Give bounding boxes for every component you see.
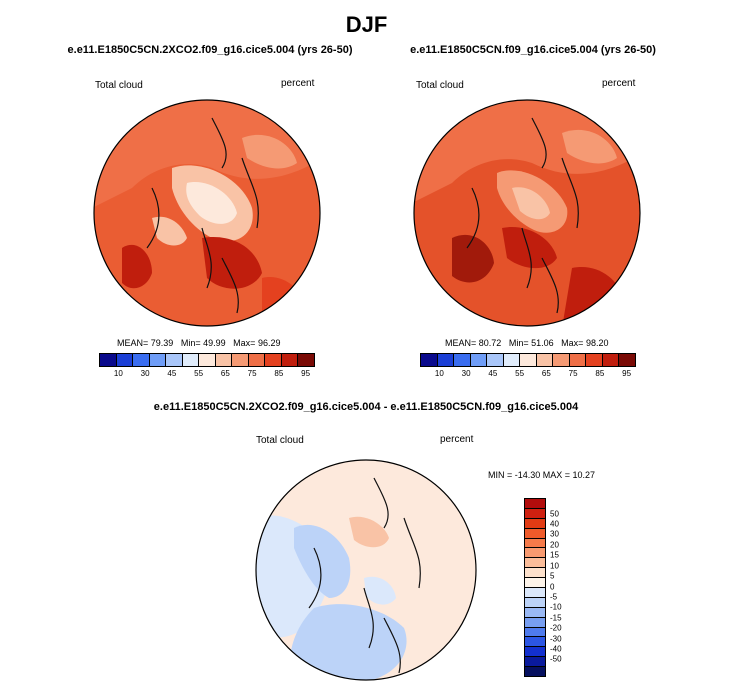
- colorbar-swatch: [503, 354, 521, 366]
- colorbar-tick-label: 5: [550, 571, 555, 581]
- panel3-units-label: percent: [440, 434, 474, 445]
- colorbar-tick-label: 55: [194, 369, 204, 378]
- colorbar-tick-label: -20: [550, 623, 562, 633]
- colorbar-swatch: [525, 627, 545, 638]
- colorbar-tick-label: 45: [167, 369, 177, 378]
- panel3-colorbar-ticks: 50 40 30 20 15 10 5 0 -5 -10 -15 -20 -30 -40 -50: [550, 498, 580, 675]
- colorbar-swatch: [525, 518, 545, 529]
- colorbar-swatch: [215, 354, 233, 366]
- colorbar-swatch: [149, 354, 167, 366]
- panel2-variable-label: Total cloud: [416, 80, 464, 91]
- colorbar-tick-label: 20: [550, 540, 559, 550]
- panel3-title: e.e11.E1850C5CN.2XCO2.f09_g16.cice5.004 …: [153, 401, 579, 413]
- panel2-polar-map: [413, 99, 641, 327]
- colorbar-tick-label: 10: [434, 369, 444, 378]
- colorbar-swatch: [470, 354, 488, 366]
- colorbar-swatch: [586, 354, 603, 366]
- colorbar-swatch: [525, 499, 545, 509]
- colorbar-tick-label: 45: [488, 369, 498, 378]
- colorbar-tick-label: -10: [550, 602, 562, 612]
- colorbar-tick-label: 40: [550, 519, 559, 529]
- colorbar-swatch: [525, 578, 545, 589]
- colorbar-tick-label: -30: [550, 634, 562, 644]
- panel2-colorbar: [420, 353, 636, 367]
- colorbar-swatch: [525, 538, 545, 549]
- colorbar-swatch: [487, 354, 504, 366]
- colorbar-swatch: [133, 354, 150, 366]
- panel1-title: e.e11.E1850C5CN.2XCO2.f09_g16.cice5.004 …: [67, 44, 353, 56]
- panel1-units-label: percent: [281, 78, 315, 89]
- colorbar-swatch: [525, 588, 545, 598]
- colorbar-tick-label: 30: [550, 529, 559, 539]
- panel1-stats: MEAN= 79.39 Min= 49.99 Max= 96.29: [117, 338, 281, 348]
- colorbar-swatch: [525, 647, 545, 658]
- colorbar-tick-label: 55: [515, 369, 525, 378]
- colorbar-swatch: [421, 354, 438, 366]
- page-title: DJF: [345, 12, 388, 37]
- panel1-colorbar: [99, 353, 315, 367]
- colorbar-swatch: [100, 354, 117, 366]
- panel2-title: e.e11.E1850C5CN.f09_g16.cice5.004 (yrs 2…: [410, 44, 656, 56]
- colorbar-swatch: [116, 354, 134, 366]
- colorbar-tick-label: 95: [622, 369, 632, 378]
- colorbar-swatch: [199, 354, 216, 366]
- colorbar-swatch: [553, 354, 570, 366]
- colorbar-swatch: [536, 354, 554, 366]
- colorbar-tick-label: 0: [550, 582, 555, 591]
- colorbar-swatch: [281, 354, 299, 366]
- colorbar-swatch: [525, 617, 545, 628]
- panel1-polar-map: [93, 99, 321, 327]
- colorbar-swatch: [569, 354, 587, 366]
- colorbar-swatch: [182, 354, 200, 366]
- colorbar-swatch: [525, 568, 545, 579]
- panel3-stats: MIN = -14.30 MAX = 10.27: [488, 470, 596, 480]
- colorbar-swatch: [525, 558, 545, 569]
- colorbar-swatch: [525, 528, 545, 539]
- colorbar-tick-label: 50: [550, 509, 559, 519]
- panel3-polar-map: [255, 459, 477, 681]
- colorbar-tick-label: 85: [595, 369, 605, 378]
- colorbar-tick-label: 15: [550, 550, 559, 560]
- colorbar-swatch: [166, 354, 183, 366]
- panel2-stats: MEAN= 80.72 Min= 51.06 Max= 98.20: [445, 338, 609, 348]
- colorbar-tick-label: 10: [550, 561, 559, 571]
- colorbar-swatch: [525, 508, 545, 519]
- colorbar-swatch: [232, 354, 249, 366]
- colorbar-swatch: [520, 354, 537, 366]
- colorbar-swatch: [525, 597, 545, 608]
- colorbar-tick-label: -40: [550, 644, 562, 654]
- panel1-variable-label: Total cloud: [95, 80, 143, 91]
- colorbar-tick-label: 30: [140, 369, 150, 378]
- colorbar-swatch: [437, 354, 455, 366]
- colorbar-swatch: [298, 354, 314, 366]
- panel2-colorbar-ticks: 10 30 45 55 65 75 85 95: [420, 369, 634, 381]
- colorbar-tick-label: 65: [541, 369, 551, 378]
- colorbar-swatch: [525, 548, 545, 559]
- colorbar-tick-label: 75: [247, 369, 257, 378]
- colorbar-swatch: [619, 354, 635, 366]
- panel3-colorbar: [524, 498, 546, 677]
- colorbar-swatch: [525, 607, 545, 618]
- panel1-colorbar-ticks: 10 30 45 55 65 75 85 95: [99, 369, 313, 381]
- panel3-variable-label: Total cloud: [256, 435, 304, 446]
- colorbar-tick-label: -50: [550, 654, 562, 664]
- colorbar-swatch: [525, 637, 545, 648]
- colorbar-swatch: [454, 354, 471, 366]
- colorbar-tick-label: -5: [550, 592, 558, 602]
- colorbar-tick-label: 10: [113, 369, 123, 378]
- colorbar-tick-label: 75: [568, 369, 578, 378]
- colorbar-tick-label: 65: [220, 369, 230, 378]
- colorbar-swatch: [525, 657, 545, 668]
- colorbar-swatch: [265, 354, 282, 366]
- colorbar-tick-label: -15: [550, 613, 562, 623]
- colorbar-swatch: [248, 354, 266, 366]
- colorbar-tick-label: 30: [461, 369, 471, 378]
- colorbar-swatch: [602, 354, 620, 366]
- colorbar-swatch: [525, 667, 545, 677]
- colorbar-tick-label: 95: [301, 369, 311, 378]
- panel2-units-label: percent: [602, 78, 636, 89]
- colorbar-tick-label: 85: [274, 369, 284, 378]
